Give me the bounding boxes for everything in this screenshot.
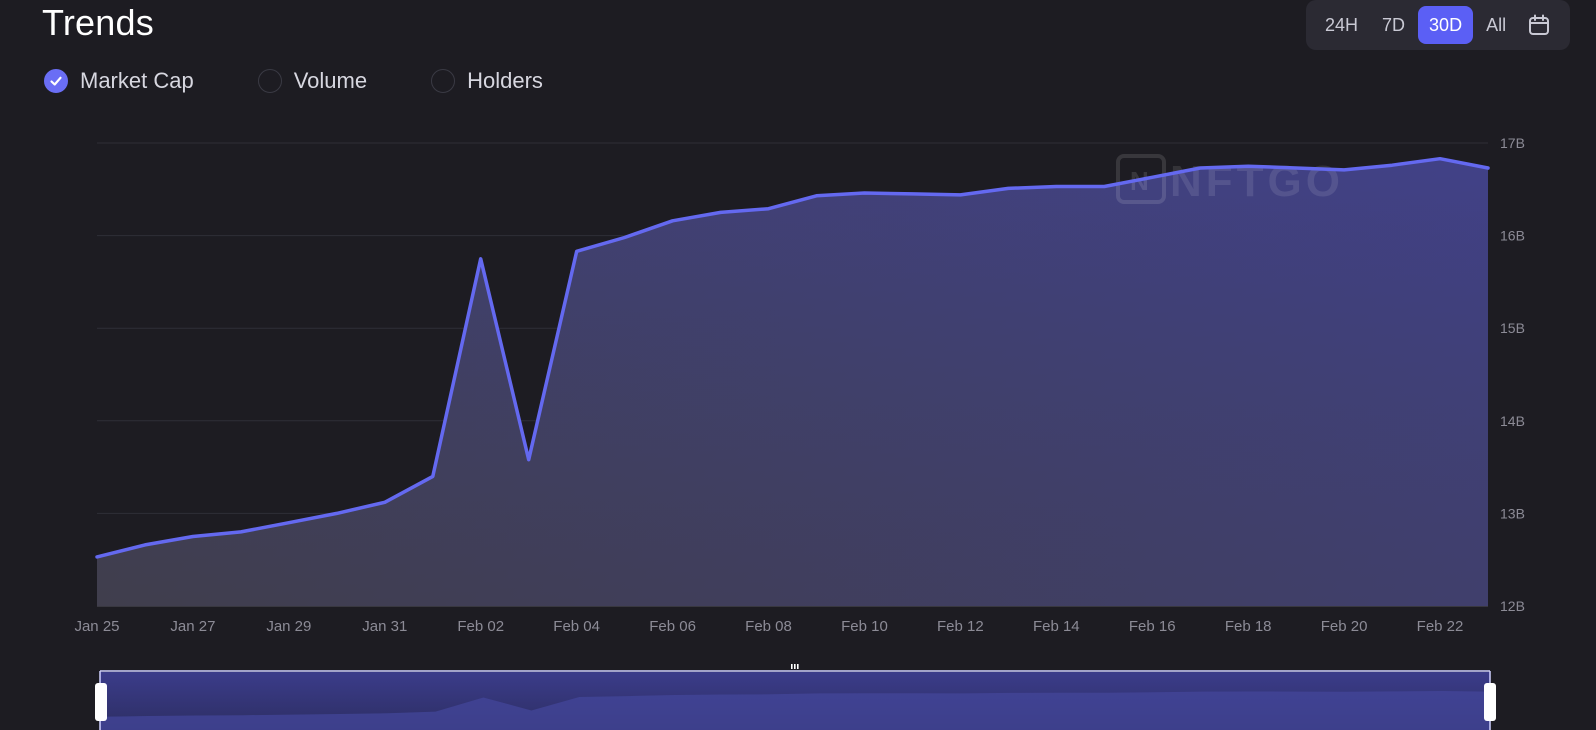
x-tick-label: Feb 12 [937, 618, 984, 635]
range-button-all[interactable]: All [1486, 14, 1507, 35]
x-tick-label: Feb 10 [841, 618, 888, 635]
x-tick-label: Feb 14 [1033, 618, 1080, 635]
range-navigator[interactable] [95, 664, 1496, 730]
y-tick-label: 14B [1500, 413, 1525, 429]
x-tick-label: Jan 25 [74, 618, 119, 635]
y-tick-label: 16B [1500, 228, 1525, 244]
x-tick-label: Feb 02 [457, 618, 504, 635]
metric-label: Volume [293, 68, 368, 93]
y-tick-label: 15B [1500, 320, 1525, 336]
x-tick-label: Jan 29 [266, 618, 311, 635]
x-tick-label: Feb 08 [745, 618, 792, 635]
checkbox-empty-icon [431, 69, 456, 93]
page-title: Trends [42, 2, 154, 43]
navigator-mini-series [100, 691, 1490, 730]
watermark-text: NFTGO [1170, 157, 1344, 206]
x-tick-label: Jan 31 [362, 618, 407, 635]
navigator-grip-icon[interactable] [791, 664, 799, 669]
x-tick-label: Jan 27 [170, 618, 215, 635]
x-tick-label: Feb 18 [1225, 618, 1272, 635]
metric-toggle-holders[interactable]: Holders [431, 68, 543, 94]
series-area-shade [97, 158, 1488, 606]
x-tick-label: Feb 04 [553, 618, 600, 635]
y-tick-label: 13B [1500, 505, 1525, 521]
checkbox-empty-icon [257, 69, 282, 93]
y-tick-label: 12B [1500, 598, 1525, 614]
navigator-right-handle[interactable] [1484, 683, 1496, 721]
metric-label: Market Cap [80, 68, 194, 93]
x-tick-label: Feb 22 [1417, 618, 1464, 635]
metric-toggle-market-cap[interactable]: Market Cap [44, 68, 194, 94]
x-tick-label: Feb 16 [1129, 618, 1176, 635]
range-button-30d[interactable]: 30D [1418, 6, 1474, 44]
navigator-left-handle[interactable] [95, 683, 107, 721]
range-button-24h[interactable]: 24H [1325, 14, 1359, 35]
y-tick-label: 17B [1500, 135, 1525, 151]
range-button-7d[interactable]: 7D [1382, 14, 1406, 35]
x-tick-label: Feb 20 [1321, 618, 1368, 635]
metric-label: Holders [467, 68, 543, 93]
checkbox-checked-icon [44, 69, 68, 93]
time-range-selector: 24H 7D 30D All [1306, 0, 1570, 50]
metric-toggles: Market Cap Volume Holders [44, 68, 607, 94]
x-tick-label: Feb 06 [649, 618, 696, 635]
metric-toggle-volume[interactable]: Volume [257, 68, 368, 94]
calendar-button[interactable] [1519, 6, 1559, 44]
series-line-market-cap [95, 156, 1490, 559]
calendar-icon [1529, 14, 1550, 35]
